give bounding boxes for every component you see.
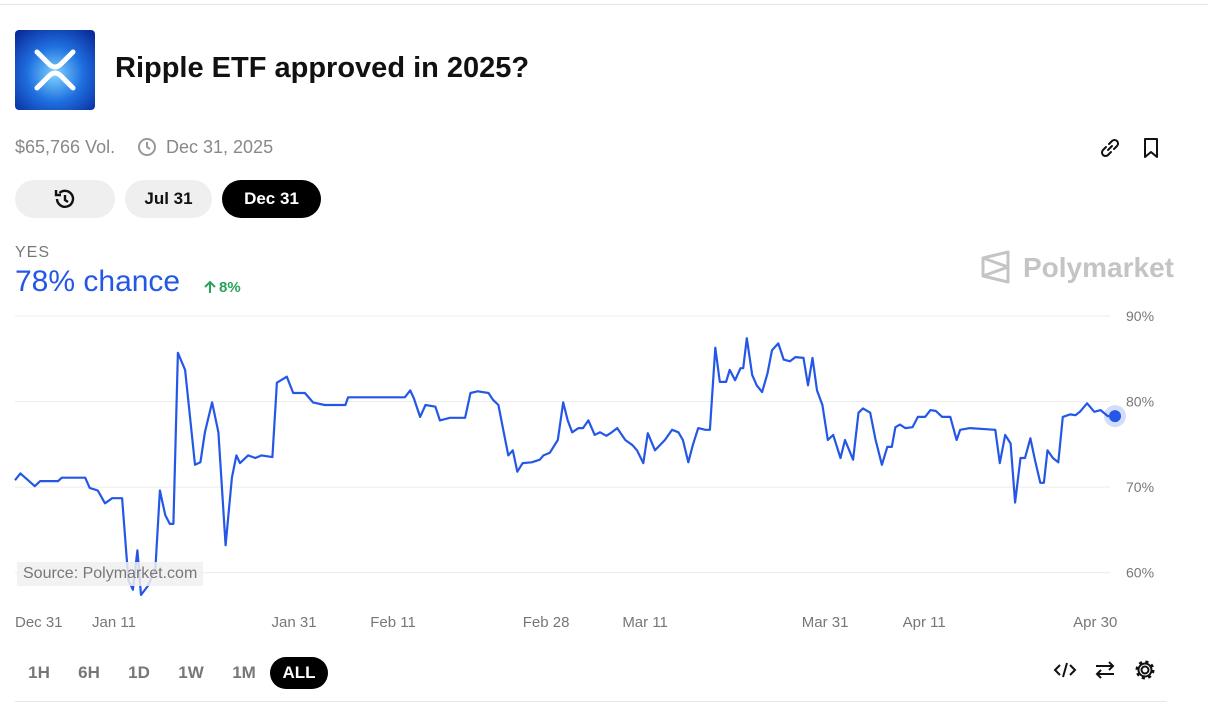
y-tick-label: 60% (1126, 565, 1154, 581)
y-tick-label: 90% (1126, 308, 1154, 324)
x-tick-label: Feb 28 (523, 614, 570, 631)
clock-icon (138, 138, 156, 156)
up-arrow (204, 280, 216, 293)
x-tick-label: Jan 31 (272, 614, 317, 631)
bottom-border (15, 701, 1167, 702)
price-line (14, 337, 1115, 596)
x-tick-label: Apr 11 (903, 614, 946, 631)
date-tab[interactable]: Jul 31 (125, 180, 212, 218)
change: 8% (219, 279, 241, 296)
range-button[interactable]: 1H (28, 663, 50, 682)
market-title: Ripple ETF approved in 2025? (115, 52, 530, 84)
market-icon (15, 30, 95, 110)
x-tick-label: Mar 31 (802, 614, 849, 631)
current-point (1109, 410, 1121, 423)
settings-button[interactable] (1133, 658, 1157, 682)
x-tick-label: Feb 11 (370, 614, 416, 631)
range-button[interactable]: 1M (232, 663, 256, 682)
y-tick-label: 70% (1126, 479, 1154, 495)
y-tick-label: 80% (1126, 394, 1154, 410)
swap-button[interactable] (1093, 658, 1117, 682)
history-button[interactable] (15, 180, 115, 218)
brand-logo (981, 250, 1010, 284)
top-border (0, 4, 1208, 5)
link-button[interactable] (1098, 136, 1122, 160)
bookmark-button[interactable] (1139, 136, 1163, 160)
history-icon (54, 189, 75, 208)
date-tab-active[interactable]: Dec 31 (222, 180, 321, 218)
outcome-label: YES (15, 244, 51, 261)
x-tick-label: Dec 31 (15, 614, 63, 631)
range-button[interactable]: ALL (270, 657, 328, 689)
brand-name: Polymarket (1023, 252, 1174, 283)
x-tick-label: Jan 11 (92, 614, 136, 631)
end-date: Dec 31, 2025 (166, 137, 274, 157)
x-tick-label: Apr 30 (1073, 614, 1117, 631)
embed-button[interactable] (1053, 658, 1077, 682)
x-tick-label: Mar 11 (622, 614, 668, 631)
source: Source: Polymarket.com (17, 562, 204, 586)
chance: 78% chance (15, 265, 181, 298)
range-button[interactable]: 1D (128, 663, 150, 682)
range-button[interactable]: 1W (178, 663, 204, 682)
range-button[interactable]: 6H (78, 663, 100, 682)
volume: $65,766 Vol. (15, 137, 116, 157)
